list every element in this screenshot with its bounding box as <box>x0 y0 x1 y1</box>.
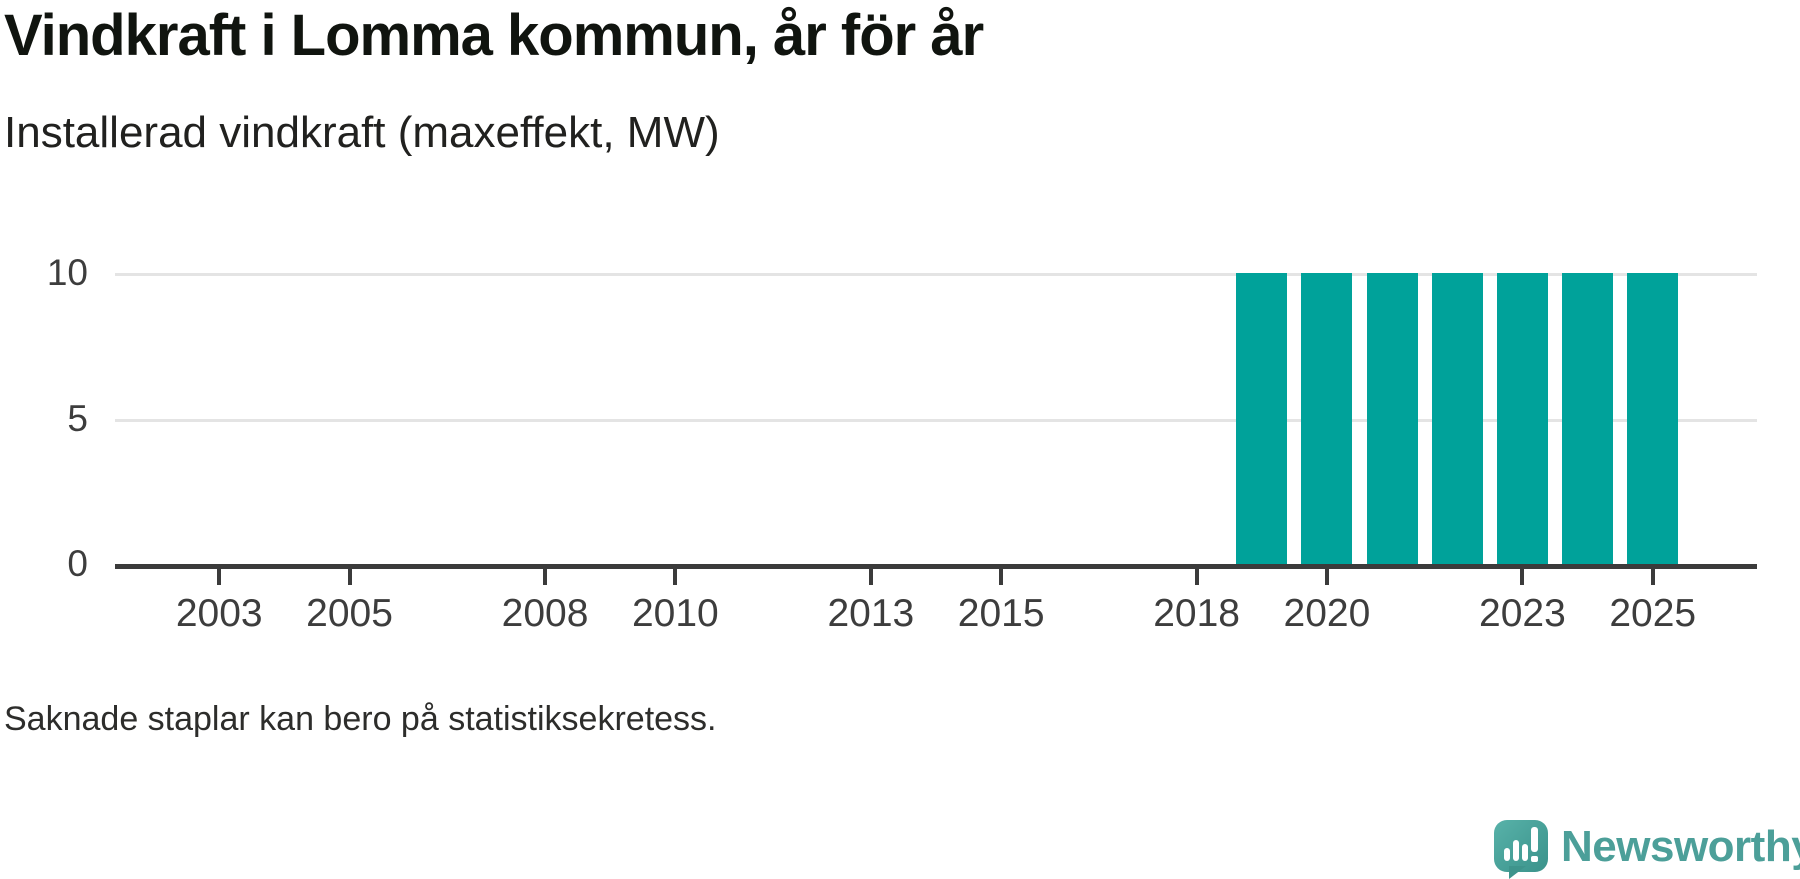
x-tick-2023 <box>1520 569 1525 585</box>
x-tick-2003 <box>217 569 222 585</box>
chart-subtitle: Installerad vindkraft (maxeffekt, MW) <box>4 108 720 157</box>
newsworthy-wordmark: Newsworthy <box>1561 822 1800 871</box>
logo-bubble-shape <box>1494 820 1548 872</box>
bar-2024 <box>1562 273 1614 564</box>
logo-exclamation-bar <box>1531 827 1538 852</box>
plot-area: 2003 2005 2008 2010 2013 2015 2018 2020 2023 2025 <box>115 273 1757 635</box>
bar-2025 <box>1627 273 1679 564</box>
logo-mini-bar-2 <box>1513 840 1519 861</box>
y-tick-label-0: 0 <box>67 543 88 584</box>
gridline-5 <box>115 418 1757 422</box>
x-tick-2020 <box>1324 569 1329 585</box>
footnote-text: Saknade staplar kan bero på statistiksek… <box>4 700 717 738</box>
bar-2019 <box>1236 273 1288 564</box>
x-tick-label-2003: 2003 <box>175 592 263 635</box>
x-tick-2010 <box>673 569 678 585</box>
x-axis-line <box>115 564 1757 569</box>
x-tick-label-2010: 2010 <box>631 592 719 635</box>
newsworthy-logo: Newsworthy <box>1494 818 1800 879</box>
y-tick-label-10: 10 <box>46 252 88 293</box>
x-tick-label-2015: 2015 <box>957 592 1045 635</box>
x-tick-label-2005: 2005 <box>306 592 393 635</box>
x-tick-2013 <box>868 569 873 585</box>
x-tick-2005 <box>347 569 352 585</box>
newsworthy-bubble-chart-icon <box>1494 818 1548 879</box>
x-tick-label-2013: 2013 <box>827 592 915 635</box>
x-tick-2015 <box>999 569 1004 585</box>
x-tick-label-2020: 2020 <box>1283 592 1371 635</box>
x-tick-label-2018: 2018 <box>1153 592 1241 635</box>
bar-2023 <box>1496 273 1548 564</box>
logo-bubble-tail <box>1509 866 1526 879</box>
x-tick-label-2023: 2023 <box>1479 592 1566 635</box>
x-tick-label-2008: 2008 <box>501 592 589 635</box>
bar-2022 <box>1431 273 1483 564</box>
bar-2020 <box>1301 273 1353 564</box>
x-tick-2008 <box>543 569 548 585</box>
x-tick-label-2025: 2025 <box>1609 592 1697 635</box>
chart-title: Vindkraft i Lomma kommun, år för år <box>4 3 984 68</box>
logo-mini-bar-1 <box>1504 848 1510 861</box>
gridline-10 <box>115 273 1757 276</box>
x-tick-2018 <box>1194 569 1199 585</box>
logo-exclamation-dot <box>1531 856 1538 862</box>
logo-mini-bar-3 <box>1522 844 1528 861</box>
x-tick-2025 <box>1650 569 1655 585</box>
bar-2021 <box>1366 273 1418 564</box>
y-tick-label-5: 5 <box>67 397 88 439</box>
